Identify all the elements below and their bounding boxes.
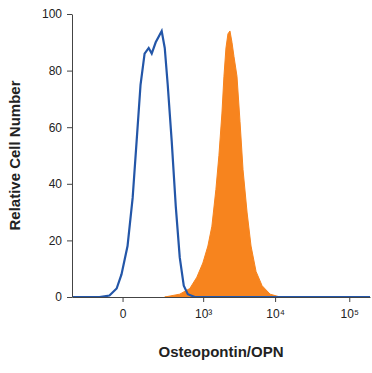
y-tick: 0: [55, 290, 72, 304]
y-axis-title: Relative Cell Number: [6, 80, 23, 230]
x-tick-label: 0: [120, 307, 127, 321]
y-tick-mark: [67, 297, 72, 298]
y-tick: 40: [49, 177, 72, 191]
x-tick-mark: [275, 297, 276, 302]
x-tick: 10³: [195, 297, 212, 321]
x-tick-label: 10³: [195, 307, 212, 321]
y-tick: 60: [49, 121, 72, 135]
y-tick: 80: [49, 64, 72, 78]
y-tick: 100: [42, 7, 72, 21]
y-tick-label: 60: [49, 121, 63, 135]
x-tick-label: 10⁴: [266, 307, 285, 321]
x-axis: 0 10³ 10⁴ 10⁵: [73, 297, 371, 321]
x-tick: 10⁴: [266, 297, 285, 321]
x-tick-mark: [349, 297, 350, 302]
x-axis-title: Osteopontin/OPN: [159, 343, 284, 360]
y-tick-label: 40: [49, 177, 63, 191]
x-tick-mark: [123, 297, 124, 302]
y-tick-label: 80: [49, 64, 63, 78]
chart: 0 10³ 10⁴ 10⁵ 0 20 40 60 80 100 Osteopontin/OPN Rel…: [0, 0, 372, 373]
y-tick-mark: [67, 71, 72, 72]
x-tick-mark: [203, 297, 204, 302]
y-tick-mark: [67, 184, 72, 185]
y-tick-label: 100: [42, 7, 62, 21]
y-tick: 20: [49, 234, 72, 248]
x-tick: 10⁵: [341, 297, 359, 321]
y-tick-mark: [67, 240, 72, 241]
plot-area: [72, 31, 370, 297]
x-tick-label: 10⁵: [341, 307, 359, 321]
x-tick: 0: [120, 297, 127, 321]
histogram-line: [72, 31, 370, 297]
y-axis: 0 20 40 60 80 100: [42, 7, 73, 304]
histogram-area: [165, 31, 280, 297]
x-axis-line: [73, 297, 371, 298]
y-axis-line: [72, 15, 73, 298]
y-tick-label: 0: [55, 290, 62, 304]
y-tick-mark: [67, 127, 72, 128]
y-tick-label: 20: [49, 234, 63, 248]
y-tick-mark: [67, 14, 72, 15]
